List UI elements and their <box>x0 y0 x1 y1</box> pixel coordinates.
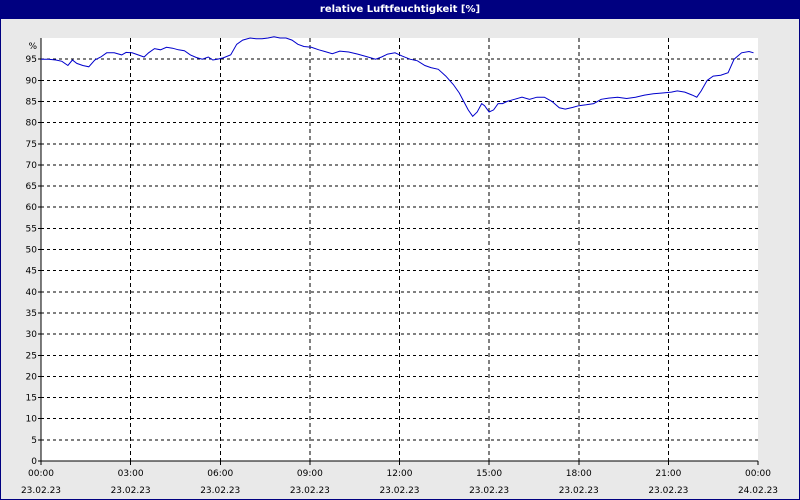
y-tick-label: 70 <box>26 161 38 171</box>
x-tick-date-label: 23.02.23 <box>559 486 599 496</box>
x-tick-time-label: 09:00 <box>297 469 323 479</box>
y-tick-label: 45 <box>26 267 37 277</box>
y-tick-label: 20 <box>26 372 38 382</box>
x-tick-time-label: 18:00 <box>566 469 592 479</box>
y-tick-label: 85 <box>26 97 37 107</box>
x-tick-date-label: 23.02.23 <box>290 486 330 496</box>
y-tick-label: 25 <box>26 351 37 361</box>
chart-title: relative Luftfeuchtigkeit [%] <box>1 1 799 19</box>
y-tick-label: 40 <box>26 288 38 298</box>
y-tick-label: 60 <box>26 203 38 213</box>
x-tick-time-label: 06:00 <box>207 469 233 479</box>
x-tick-time-label: 03:00 <box>118 469 144 479</box>
y-tick-label: 80 <box>26 119 38 129</box>
x-tick-date-label: 23.02.23 <box>469 486 509 496</box>
x-tick-time-label: 15:00 <box>476 469 502 479</box>
x-tick-date-label: 23.02.23 <box>648 486 688 496</box>
y-tick-label: 75 <box>26 140 37 150</box>
y-tick-label: 55 <box>26 224 37 234</box>
x-tick-time-label: 12:00 <box>387 469 413 479</box>
x-tick-time-label: 00:00 <box>745 469 771 479</box>
y-tick-label: 5 <box>31 436 37 446</box>
y-tick-label: 65 <box>26 182 37 192</box>
y-tick-label: 0 <box>31 457 37 467</box>
y-unit-label: % <box>28 42 37 52</box>
x-tick-date-label: 23.02.23 <box>111 486 151 496</box>
y-tick-label: 10 <box>26 415 38 425</box>
x-tick-time-label: 00:00 <box>28 469 54 479</box>
y-tick-label: 30 <box>26 330 38 340</box>
y-tick-label: 90 <box>26 76 38 86</box>
x-tick-date-label: 23.02.23 <box>379 486 419 496</box>
humidity-series-line <box>41 36 754 118</box>
y-tick-label: 50 <box>26 246 38 256</box>
x-tick-date-label: 23.02.23 <box>200 486 240 496</box>
x-tick-date-label: 24.02.23 <box>738 486 778 496</box>
x-tick-date-label: 23.02.23 <box>21 486 61 496</box>
y-tick-label: 35 <box>26 309 37 319</box>
y-tick-label: 95 <box>26 55 37 65</box>
x-tick-time-label: 21:00 <box>655 469 681 479</box>
y-tick-label: 15 <box>26 394 37 404</box>
